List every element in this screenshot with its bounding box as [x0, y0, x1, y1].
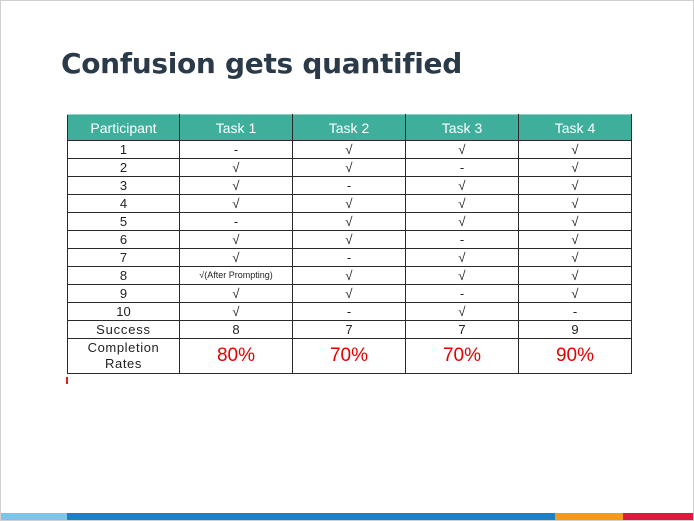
- completion-label-line1: Completion: [87, 340, 160, 355]
- success-value: 9: [518, 320, 632, 339]
- header-task-2: Task 2: [292, 114, 406, 141]
- header-task-3: Task 3: [405, 114, 519, 141]
- table-row: 5 - √ √ √: [67, 212, 632, 231]
- participant-id: 5: [67, 212, 180, 231]
- footer-color-bar: [1, 513, 693, 520]
- table-row: 6 √ √ - √: [67, 230, 632, 249]
- table-row: 8 √(After Prompting) √ √ √: [67, 266, 632, 285]
- task-cell: √: [179, 248, 293, 267]
- participant-id: 8: [67, 266, 180, 285]
- completion-label-line2: Rates: [105, 356, 142, 371]
- task-cell: √: [405, 176, 519, 195]
- table-row: 1 - √ √ √: [67, 140, 632, 159]
- task-cell: √: [518, 266, 632, 285]
- header-task-1: Task 1: [179, 114, 293, 141]
- completion-rate-value: 90%: [518, 338, 632, 374]
- task-cell: √: [405, 248, 519, 267]
- task-cell: √: [518, 194, 632, 213]
- footer-segment-light-blue: [1, 513, 67, 520]
- task-cell: √: [179, 176, 293, 195]
- task-cell: √: [179, 194, 293, 213]
- task-cell: -: [179, 140, 293, 159]
- completion-rate-value: 80%: [179, 338, 293, 374]
- participant-id: 2: [67, 158, 180, 177]
- table-row: 4 √ √ √ √: [67, 194, 632, 213]
- header-participant: Participant: [67, 114, 180, 141]
- success-label: Success: [67, 320, 180, 339]
- task-cell: -: [405, 158, 519, 177]
- participant-id: 3: [67, 176, 180, 195]
- table-row: 3 √ - √ √: [67, 176, 632, 195]
- task-cell: √: [292, 266, 406, 285]
- task-cell: √: [405, 302, 519, 321]
- task-cell: √: [179, 284, 293, 303]
- task-cell: √: [518, 284, 632, 303]
- task-cell: √: [518, 230, 632, 249]
- slide-title: Confusion gets quantified: [61, 47, 462, 80]
- task-cell: √: [518, 176, 632, 195]
- task-cell: -: [179, 212, 293, 231]
- text-cursor-marker: [66, 377, 68, 384]
- task-cell: √: [179, 230, 293, 249]
- task-cell: √: [405, 194, 519, 213]
- success-row: Success 8 7 7 9: [67, 320, 632, 339]
- task-cell: √: [179, 158, 293, 177]
- task-cell: -: [405, 230, 519, 249]
- header-row: Participant Task 1 Task 2 Task 3 Task 4: [67, 114, 632, 141]
- participant-id: 9: [67, 284, 180, 303]
- task-cell: -: [405, 284, 519, 303]
- table-row: 9 √ √ - √: [67, 284, 632, 303]
- participant-id: 4: [67, 194, 180, 213]
- task-cell: √: [179, 302, 293, 321]
- task-cell: √: [292, 158, 406, 177]
- table-row: 10 √ - √ -: [67, 302, 632, 321]
- success-value: 7: [405, 320, 519, 339]
- table-row: 2 √ √ - √: [67, 158, 632, 177]
- participant-id: 1: [67, 140, 180, 159]
- task-cell: √: [292, 194, 406, 213]
- results-table: Participant Task 1 Task 2 Task 3 Task 4 …: [67, 114, 632, 374]
- task-cell: √: [405, 212, 519, 231]
- task-cell: -: [518, 302, 632, 321]
- completion-rate-value: 70%: [292, 338, 406, 374]
- participant-id: 7: [67, 248, 180, 267]
- task-cell: -: [292, 302, 406, 321]
- task-cell: √: [292, 230, 406, 249]
- completion-rate-value: 70%: [405, 338, 519, 374]
- footer-segment-orange: [555, 513, 623, 520]
- task-cell: -: [292, 248, 406, 267]
- task-cell: √: [518, 158, 632, 177]
- task-cell: √: [518, 212, 632, 231]
- footer-segment-blue: [67, 513, 555, 520]
- task-cell: √: [292, 284, 406, 303]
- header-task-4: Task 4: [518, 114, 632, 141]
- table-row: 7 √ - √ √: [67, 248, 632, 267]
- task-cell: √: [292, 140, 406, 159]
- success-value: 8: [179, 320, 293, 339]
- completion-label: Completion Rates: [67, 338, 180, 374]
- completion-rate-row: Completion Rates 80% 70% 70% 90%: [67, 338, 632, 374]
- task-cell: √(After Prompting): [179, 266, 293, 285]
- participant-id: 6: [67, 230, 180, 249]
- task-cell: -: [292, 176, 406, 195]
- task-cell: √: [405, 266, 519, 285]
- task-cell: √: [518, 140, 632, 159]
- participant-id: 10: [67, 302, 180, 321]
- task-cell: √: [518, 248, 632, 267]
- task-cell: √: [405, 140, 519, 159]
- footer-segment-red: [623, 513, 693, 520]
- success-value: 7: [292, 320, 406, 339]
- task-cell: √: [292, 212, 406, 231]
